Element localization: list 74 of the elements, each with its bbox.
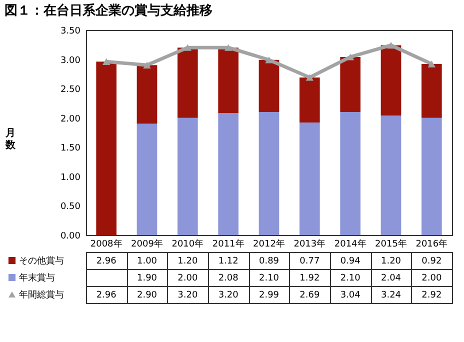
bar [218, 48, 238, 114]
point [224, 44, 232, 51]
bar [178, 118, 198, 235]
x-tick-label: 2009年 [131, 238, 163, 250]
data-label: 2.04 [380, 274, 402, 284]
bar [258, 112, 280, 235]
y-tick-label: 2.00 [60, 114, 81, 124]
point [102, 58, 110, 65]
bar [300, 122, 320, 235]
x-tick-label: 2011年 [212, 238, 244, 250]
bar [340, 56, 360, 112]
data-label: 1.20 [178, 256, 198, 266]
data-label: 2.08 [218, 274, 239, 284]
data-label: 0.92 [422, 256, 442, 266]
y-axis-title: 月数 [4, 128, 16, 151]
x-tick-label: 2014年 [334, 238, 366, 250]
data-label: 0.94 [340, 256, 361, 266]
point [387, 42, 395, 49]
point [143, 62, 151, 68]
y-tick-label: 0.00 [60, 232, 81, 242]
data-label: 1.90 [136, 274, 158, 284]
x-tick-label: 2013年 [294, 238, 326, 250]
y-tick-label: 0.50 [60, 202, 81, 212]
data-label: 3.04 [340, 290, 361, 300]
data-label: 2.90 [136, 290, 158, 300]
data-label: 2.96 [96, 256, 117, 266]
bar [340, 112, 360, 235]
data-label: 2.10 [340, 274, 361, 284]
data-label: 1.12 [218, 256, 238, 266]
data-label: 1.20 [380, 256, 402, 266]
bar [422, 118, 442, 235]
bar [380, 45, 402, 116]
bar [422, 64, 442, 118]
point [184, 44, 192, 51]
x-tick-label: 2016年 [416, 238, 448, 250]
x-tick-label: 2008年 [90, 238, 122, 250]
legend-label: 年末賞与 [19, 272, 55, 284]
x-tick-label: 2015年 [375, 238, 407, 250]
data-label: 2.00 [422, 274, 442, 284]
legend-label: その他賞与 [19, 256, 64, 266]
bar [96, 62, 116, 235]
bar [380, 116, 402, 235]
data-label: 2.99 [258, 290, 280, 300]
data-label: 2.92 [422, 290, 442, 300]
point [306, 74, 314, 81]
chart-title: 図１：在台日系企業の賞与支給推移 [4, 2, 212, 18]
data-label: 2.10 [258, 274, 280, 284]
data-label: 0.89 [258, 256, 280, 266]
point [265, 56, 273, 64]
y-tick-label: 1.00 [60, 172, 81, 183]
bar [136, 65, 158, 124]
data-label: 3.24 [380, 290, 402, 300]
data-label: 3.20 [178, 290, 198, 300]
point [428, 60, 436, 68]
legend-label: 年間総賞与 [19, 290, 64, 300]
y-tick-label: 2.50 [60, 85, 81, 96]
x-tick-label: 2010年 [172, 238, 204, 250]
data-label: 3.20 [218, 290, 239, 300]
data-label: 0.77 [300, 256, 320, 266]
bar [136, 124, 158, 235]
data-label: 1.00 [136, 256, 158, 266]
bar [178, 48, 198, 118]
bar [300, 77, 320, 123]
data-label: 1.92 [300, 274, 320, 284]
data-label: 2.69 [300, 290, 320, 300]
y-tick-label: 1.50 [60, 144, 81, 154]
data-label: 2.96 [96, 290, 117, 300]
y-tick-label: 3.50 [60, 26, 81, 36]
x-tick-label: 2012年 [253, 238, 285, 250]
data-label: 2.00 [178, 274, 198, 284]
bar [258, 60, 280, 112]
point [346, 54, 354, 60]
bar [218, 113, 238, 235]
y-tick-label: 3.00 [60, 56, 81, 66]
